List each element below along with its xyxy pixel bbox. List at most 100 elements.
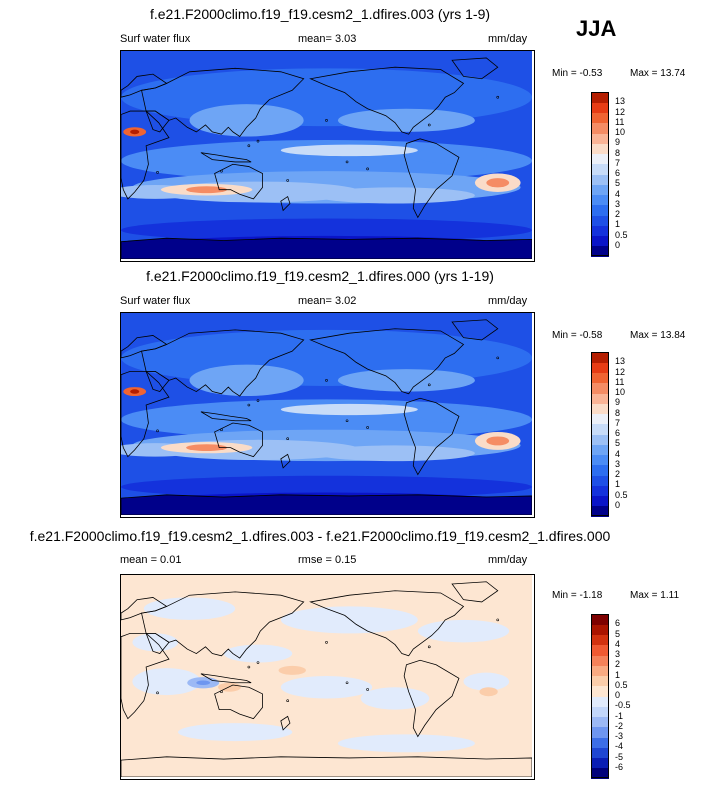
colorbar-tick-label: -2 [615, 720, 624, 731]
colorbar-swatch [591, 423, 609, 435]
colorbar-tick-label: 0 [615, 499, 621, 510]
colorbar-tick-label: 11 [615, 116, 625, 127]
colorbar-tick-label: 7 [615, 417, 621, 428]
panel3-rmse-label: rmse = 0.15 [298, 554, 357, 566]
colorbar-tick-label: 6 [615, 168, 621, 178]
colorbar-tick-label: 3 [615, 649, 621, 659]
colorbar-swatch [591, 464, 609, 476]
panel1-map [120, 50, 535, 262]
colorbar-tick-label: 8 [615, 407, 621, 418]
colorbar-swatch [591, 153, 609, 165]
colorbar-swatch [591, 675, 609, 687]
colorbar-tick-label: 4 [615, 638, 621, 649]
colorbar-swatch [591, 393, 609, 404]
colorbar-tick-label: 2 [615, 659, 621, 670]
colorbar-swatch [591, 194, 609, 206]
colorbar-tick-label: 1 [615, 669, 621, 680]
panel2-colorbar: 0 0.5 1 2 3 4 5 6 7 8 9 10 11 12 13 [591, 352, 628, 517]
colorbar-tick-label: 11 [615, 376, 625, 387]
colorbar-swatch [591, 215, 609, 226]
panel1-variable-label: Surf water flux [120, 33, 191, 45]
colorbar-swatch [591, 225, 609, 236]
colorbar-tick-label: 2 [615, 469, 621, 479]
colorbar-swatch [591, 655, 609, 666]
panel3-map [120, 574, 535, 780]
colorbar-swatch [591, 726, 609, 738]
colorbar-swatch [591, 644, 609, 656]
colorbar-tick-label: 5 [615, 438, 621, 449]
colorbar-swatch [591, 122, 609, 134]
colorbar-tick-label: 0 [615, 690, 621, 700]
colorbar-tick-label: 4 [615, 448, 621, 459]
colorbar-tick-label: 9 [615, 397, 621, 408]
colorbar-swatch [591, 174, 609, 185]
colorbar-swatch [591, 434, 609, 445]
colorbar-tick-label: 1 [615, 479, 621, 490]
colorbar-swatch [591, 634, 609, 646]
panel2-mean-label: mean= 3.02 [298, 295, 357, 307]
colorbar-swatch [591, 112, 609, 124]
colorbar-swatch [591, 444, 609, 455]
panel3-title: f.e21.F2000climo.f19_f19.cesm2_1.dfires.… [29, 528, 611, 544]
colorbar-swatch [591, 495, 609, 507]
panel1-mean-label: mean= 3.03 [298, 33, 357, 45]
colorbar-swatch [591, 92, 609, 103]
colorbar-tick-label: 0 [615, 239, 621, 250]
colorbar-tick-label: 0.5 [615, 229, 628, 240]
panel3-max-label: Max = 1.11 [630, 590, 680, 601]
colorbar-tick-label: 5 [615, 628, 621, 639]
colorbar-swatch [591, 133, 609, 144]
season-label: JJA [576, 16, 617, 41]
panel3-min-label: Min = -1.18 [552, 590, 603, 601]
colorbar-tick-label: 6 [615, 618, 621, 629]
colorbar-tick-label: 10 [615, 387, 626, 397]
colorbar-tick-label: -5 [615, 751, 624, 762]
colorbar-tick-label: 13 [615, 356, 626, 367]
panel2-units-label: mm/day [488, 295, 528, 307]
panel1-min-label: Min = -0.53 [552, 68, 603, 79]
colorbar-tick-label: 12 [615, 366, 626, 377]
colorbar-swatch [591, 767, 609, 779]
panel2-max-label: Max = 13.84 [630, 330, 686, 341]
colorbar-swatch [591, 235, 609, 247]
colorbar-tick-label: 0.5 [615, 679, 628, 690]
colorbar-tick-label: -0.5 [615, 700, 631, 711]
colorbar-swatch [591, 163, 609, 175]
colorbar-swatch [591, 757, 609, 769]
colorbar-tick-label: -4 [615, 741, 624, 752]
colorbar-tick-label: 6 [615, 428, 621, 438]
panel3-units-label: mm/day [488, 554, 528, 566]
colorbar-swatch [591, 737, 609, 748]
colorbar-swatch [591, 485, 609, 496]
panel3-colorbar: -6 -5 -4 -3 -2 -1 -0.5 0 0.5 1 2 3 4 5 6 [591, 614, 631, 779]
colorbar-tick-label: 3 [615, 198, 621, 209]
panel2-min-label: Min = -0.58 [552, 330, 603, 341]
colorbar-swatch [591, 665, 609, 676]
panel1-colorbar: 0 0.5 1 2 3 4 5 6 7 8 9 10 11 12 13 [591, 92, 628, 257]
colorbar-swatch [591, 505, 609, 517]
panel2-variable-label: Surf water flux [120, 295, 191, 307]
colorbar-tick-label: 2 [615, 209, 621, 219]
colorbar-swatch [591, 362, 609, 373]
colorbar-swatch [591, 706, 609, 717]
colorbar-swatch [591, 184, 609, 195]
colorbar-tick-label: 7 [615, 157, 621, 168]
panel2-map [120, 312, 535, 518]
colorbar-tick-label: 4 [615, 188, 621, 199]
colorbar-swatch [591, 245, 609, 257]
colorbar-swatch [591, 403, 609, 414]
colorbar-tick-label: 10 [615, 127, 626, 137]
panel1-units-label: mm/day [488, 33, 528, 45]
colorbar-tick-label: 12 [615, 106, 626, 117]
colorbar-tick-label: 3 [615, 458, 621, 469]
colorbar-swatch [591, 614, 609, 625]
panel1-title: f.e21.F2000climo.f19_f19.cesm2_1.dfires.… [149, 6, 491, 22]
colorbar-swatch [591, 372, 609, 384]
panel1-max-label: Max = 13.74 [630, 68, 686, 79]
colorbar-swatch [591, 696, 609, 707]
colorbar-tick-label: 8 [615, 147, 621, 158]
colorbar-swatch [591, 102, 609, 113]
colorbar-swatch [591, 685, 609, 697]
colorbar-tick-label: 13 [615, 96, 626, 107]
colorbar-swatch [591, 624, 609, 635]
